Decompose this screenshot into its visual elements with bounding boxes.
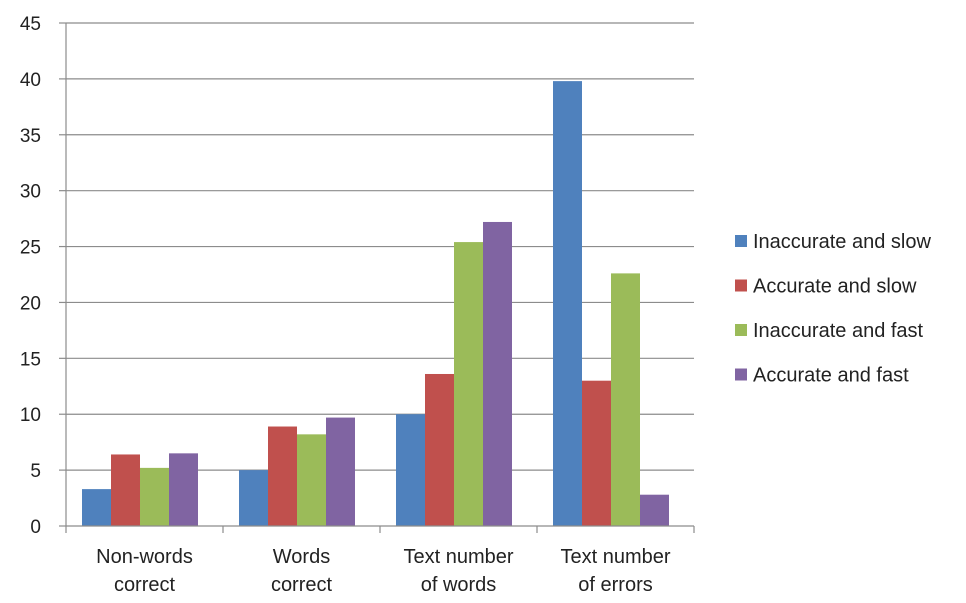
bar-inaccurate-and-fast: [611, 273, 640, 526]
bar-inaccurate-and-fast: [454, 242, 483, 526]
legend-swatch: [735, 324, 747, 336]
legend-swatch: [735, 279, 747, 292]
x-category-label: Text number: [403, 546, 513, 568]
legend-label: Accurate and slow: [753, 276, 917, 298]
axes: [59, 22, 695, 533]
bar-inaccurate-and-slow: [239, 470, 268, 526]
bar-accurate-and-fast: [483, 221, 512, 526]
y-tick-label: 30: [20, 182, 41, 203]
bar-inaccurate-and-fast: [140, 467, 169, 526]
legend-swatch: [735, 368, 747, 381]
bar-accurate-and-slow: [111, 454, 140, 526]
y-tick-label: 5: [30, 461, 41, 482]
x-category-label: correct: [271, 574, 333, 596]
y-tick-label: 45: [20, 14, 41, 35]
x-category-label: of words: [421, 574, 497, 596]
y-tick-label: 10: [20, 405, 41, 426]
bar-accurate-and-slow: [268, 426, 297, 526]
legend-label: Inaccurate and slow: [753, 231, 931, 253]
x-category-label: of errors: [578, 574, 652, 596]
gridlines: [66, 22, 694, 471]
y-tick-label: 35: [20, 126, 41, 147]
bar-accurate-and-slow: [425, 373, 454, 526]
bar-accurate-and-fast: [640, 494, 669, 526]
legend-label: Accurate and fast: [753, 365, 909, 387]
bar-inaccurate-and-slow: [82, 489, 111, 526]
bar-inaccurate-and-slow: [396, 414, 425, 526]
bar-accurate-and-slow: [582, 380, 611, 526]
bar-inaccurate-and-fast: [297, 434, 326, 526]
legend-swatch: [735, 235, 747, 247]
y-tick-label: 0: [30, 517, 41, 538]
y-tick-label: 15: [20, 349, 41, 370]
y-tick-label: 40: [20, 70, 41, 91]
bar-accurate-and-fast: [326, 417, 355, 526]
y-tick-label: 25: [20, 238, 41, 259]
legend: Inaccurate and slow Accurate and slow Inac…: [735, 231, 931, 387]
x-axis-category-labels: Non-words correct Words correct Text number o…: [96, 546, 671, 596]
bar-inaccurate-and-slow: [553, 81, 582, 526]
x-category-label: correct: [114, 574, 176, 596]
x-category-label: Non-words: [96, 546, 193, 568]
bars: [82, 81, 669, 526]
y-axis-tick-labels: 0 5 10 15 20 25 30 35 40 45: [20, 14, 41, 538]
bar-accurate-and-fast: [169, 453, 198, 526]
y-tick-label: 20: [20, 293, 41, 314]
x-category-label: Text number: [560, 546, 670, 568]
legend-label: Inaccurate and fast: [753, 320, 924, 342]
x-category-label: Words: [273, 546, 330, 568]
